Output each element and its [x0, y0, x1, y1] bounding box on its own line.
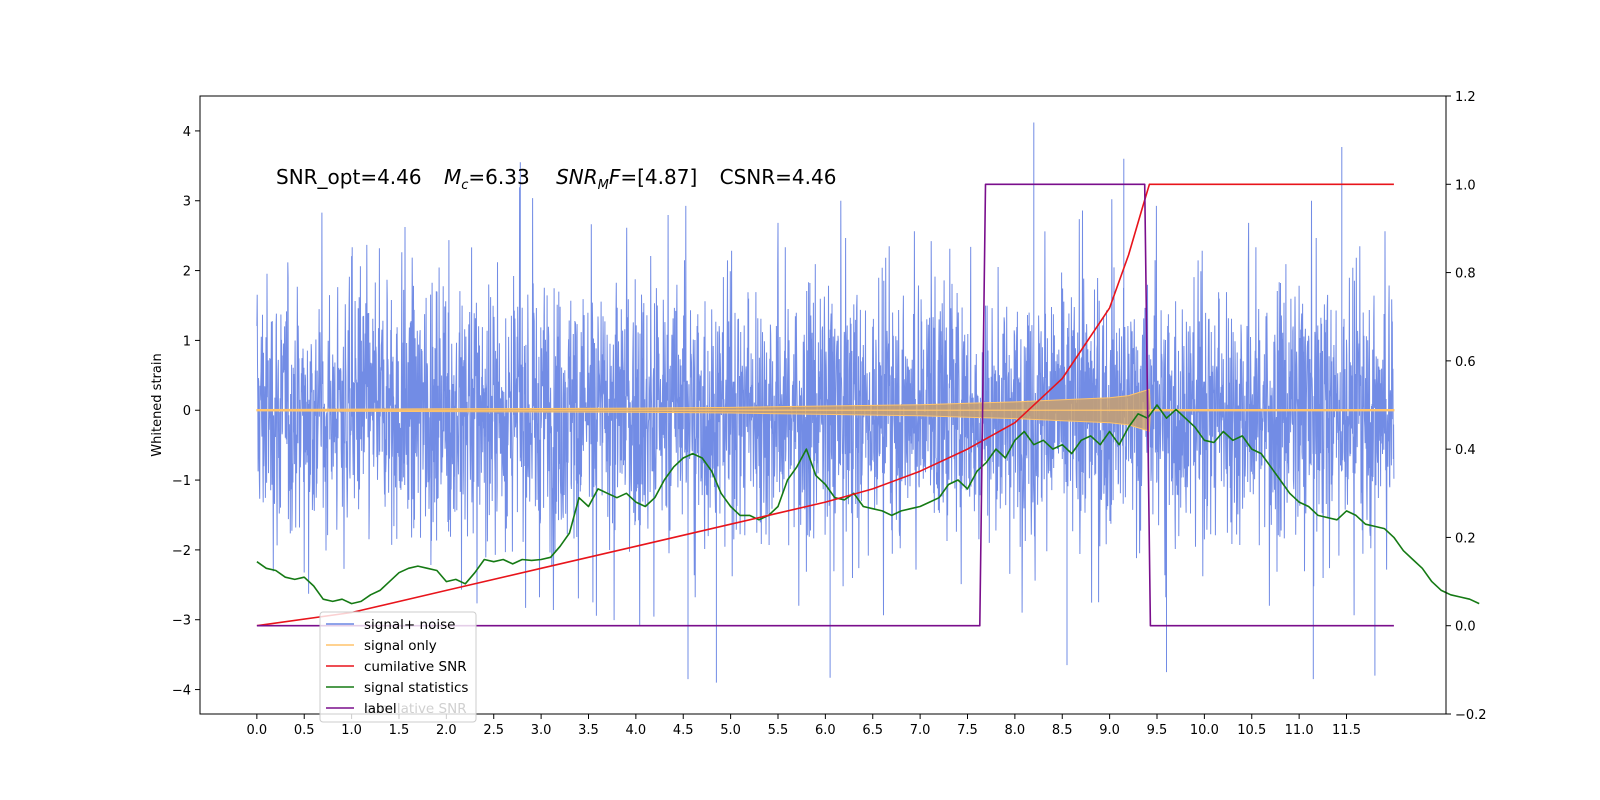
legend-entries: signal+ noise signal only cumilative SNR si… [326, 617, 468, 717]
x-tick-label: 7.0 [910, 723, 931, 738]
snrmf-value: =[4.87] [620, 165, 697, 189]
mc-subscript: c [461, 178, 468, 193]
x-tick-label: 8.0 [1005, 723, 1026, 738]
x-tick-label: 3.5 [578, 723, 599, 738]
x-tick-label: 2.0 [436, 723, 457, 738]
y-axis-right: 1.2 1.0 0.8 0.6 0.4 0.2 0.0 −0.2 [1446, 90, 1487, 723]
snrmf-symbol: SNR [556, 165, 598, 189]
snr-annotation: SNR_opt=4.46 Mc=6.33 SNRMF=[4.87] CSNR=4… [276, 165, 836, 193]
y-left-tick-label: 0 [183, 404, 191, 419]
y-right-tick-label: 1.0 [1455, 178, 1476, 193]
y-right-tick-label: 0.0 [1455, 620, 1476, 635]
series-signal-statistics-line [256, 404, 1480, 605]
y-left-tick-label: −2 [172, 544, 191, 559]
x-tick-label: 9.5 [1147, 723, 1168, 738]
mc-symbol: M [444, 165, 461, 189]
x-tick-label: 6.0 [815, 723, 836, 738]
x-tick-label: 10.5 [1237, 723, 1266, 738]
snrmf-tail: F [609, 165, 621, 189]
plot-frame [199, 95, 1447, 715]
y-left-tick-label: −4 [172, 684, 191, 699]
y-left-tick-label: −1 [172, 474, 191, 489]
x-tick-label: 1.5 [389, 723, 410, 738]
legend-label: cumilative SNR [364, 659, 467, 675]
x-tick-label: 9.0 [1099, 723, 1120, 738]
series-cumilative-snr-line [256, 183, 1394, 627]
legend-label: signal+ noise [364, 617, 455, 633]
y-right-tick-label: 0.4 [1455, 443, 1476, 458]
y-left-tick-label: 2 [183, 265, 191, 280]
x-tick-label: 4.5 [673, 723, 694, 738]
legend-label: signal only [364, 638, 437, 654]
legend-ghost-text: cumilative SNR [364, 701, 467, 717]
series-label-line [256, 183, 1394, 627]
legend-label: label [364, 701, 397, 717]
series-signal-noise-line [256, 122, 1395, 683]
csnr-text: CSNR=4.46 [720, 165, 837, 189]
x-tick-label: 5.5 [768, 723, 789, 738]
y-right-tick-label: 1.2 [1455, 90, 1476, 105]
legend-box [319, 611, 477, 723]
legend: cumilative SNR signal+ noise signal only c… [319, 611, 477, 723]
x-tick-label: 0.5 [294, 723, 315, 738]
x-tick-label: 11.5 [1332, 723, 1361, 738]
mc-value: =6.33 [468, 165, 529, 189]
x-tick-label: 10.0 [1190, 723, 1219, 738]
y-axis-left: 4 3 2 1 0 −1 −2 −3 −4 [172, 125, 200, 699]
y-left-tick-label: −3 [172, 614, 191, 629]
x-tick-label: 3.0 [531, 723, 552, 738]
x-tick-label: 11.0 [1285, 723, 1314, 738]
signal-noise-series [256, 122, 1395, 683]
y-left-tick-label: 1 [183, 334, 191, 349]
x-axis: 0.0 0.5 1.0 1.5 2.0 2.5 3.0 3.5 4.0 4.5 5.0 5.5 6.0 6… [247, 714, 1361, 738]
x-tick-label: 7.5 [957, 723, 978, 738]
snr-opt-text: SNR_opt=4.46 [276, 165, 422, 189]
plot-area [199, 95, 1480, 715]
x-tick-label: 4.0 [626, 723, 647, 738]
y-axis-label-left: Whitened strain [150, 353, 165, 456]
line-series-group [256, 183, 1480, 627]
y-right-tick-label: 0.8 [1455, 267, 1476, 282]
y-right-tick-label: 0.2 [1455, 531, 1476, 546]
x-tick-label: 6.5 [862, 723, 883, 738]
snrmf-subscript: M [598, 178, 609, 193]
signal-only-series [256, 388, 1395, 432]
x-tick-label: 8.5 [1052, 723, 1073, 738]
y-left-tick-label: 3 [183, 195, 191, 210]
y-right-tick-label: 0.6 [1455, 355, 1476, 370]
legend-label: signal statistics [364, 680, 468, 696]
x-tick-label: 5.0 [720, 723, 741, 738]
x-tick-label: 1.0 [341, 723, 362, 738]
x-tick-label: 2.5 [483, 723, 504, 738]
y-right-tick-label: −0.2 [1455, 708, 1487, 723]
y-left-tick-label: 4 [183, 125, 191, 140]
x-tick-label: 0.0 [247, 723, 268, 738]
